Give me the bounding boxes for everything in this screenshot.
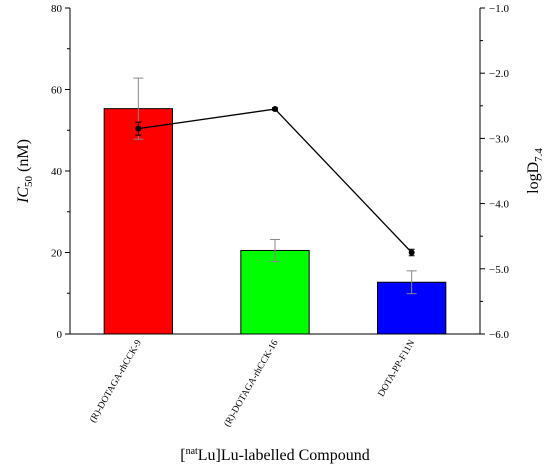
category-labels: (R)-DOTAGA-rhCCK-9 (R)-DOTAGA-rhCCK-16 DOT… [88,338,418,429]
left-ticks: 0 20 40 60 80 [51,3,70,341]
bar-1 [240,249,310,335]
left-tick-label-3: 60 [51,85,63,97]
right-tick-label-3: −3.0 [489,133,509,145]
logd-point-1 [272,106,278,113]
left-tick-label-2: 40 [51,166,63,178]
right-tick-label-1: −5.0 [489,264,509,276]
left-tick-label-0: 0 [57,329,63,341]
category-label-1: (R)-DOTAGA-rhCCK-16 [222,338,281,429]
left-tick-label-1: 20 [51,248,63,260]
category-label-2: DOTA-PP-F11N [377,338,418,398]
y-axis-right-title: logD7.4 [525,148,545,194]
right-tick-label-5: −1.0 [489,3,509,15]
bar-0 [103,108,173,335]
left-tick-label-4: 80 [51,3,63,15]
bars-layer [103,108,447,335]
bar-errorbar-2 [406,270,417,295]
y-axis-left-title: IC50 (nM) [15,139,35,204]
bar-errorbar-1 [270,238,280,262]
category-label-0: (R)-DOTAGA-rhCCK-9 [88,338,144,425]
logd-point-2 [408,249,415,256]
right-ticks: −6.0 −5.0 −4.0 −3.0 −2.0 −1.0 [480,3,509,341]
logd-line-layer [135,106,415,257]
right-tick-label-0: −6.0 [489,329,509,341]
right-tick-label-4: −2.0 [489,68,509,80]
logd-point-0 [135,125,142,132]
logd-line [138,108,413,253]
x-axis-title: [natLu]Lu-labelled Compound [180,446,370,464]
right-tick-label-2: −4.0 [489,199,509,211]
